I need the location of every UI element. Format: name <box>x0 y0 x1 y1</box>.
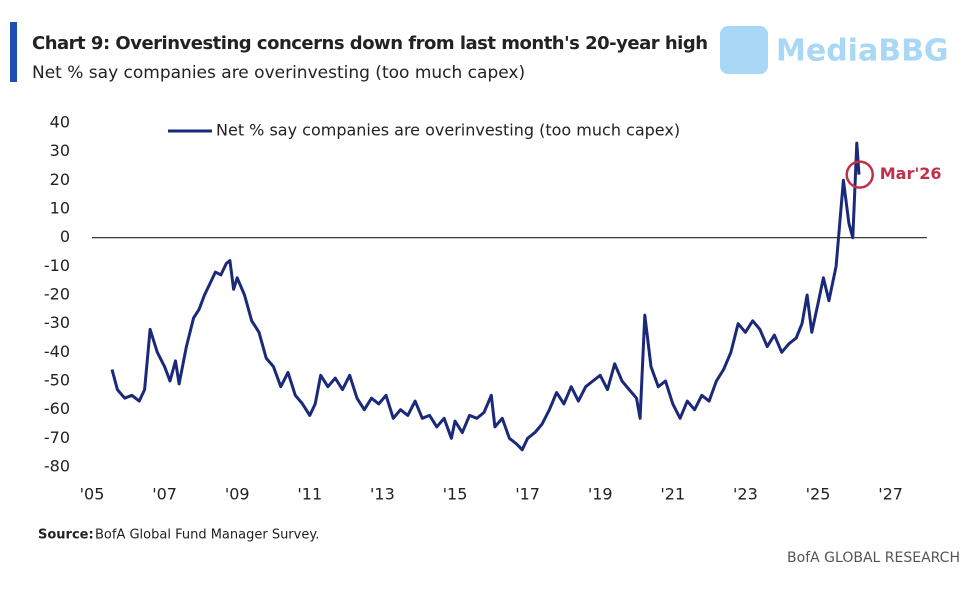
y-tick-label: 40 <box>50 113 70 132</box>
x-tick-label: '11 <box>297 485 322 504</box>
y-tick-label: -70 <box>44 428 70 447</box>
x-tick-label: '07 <box>152 485 177 504</box>
x-tick-label: '09 <box>225 485 250 504</box>
y-tick-label: -30 <box>44 313 70 332</box>
y-tick-label: 10 <box>50 199 70 218</box>
plot-area: -80 -70 -60 -50 -40 -30 -20 -10 0 10 20 30 40 '05 '07 '… <box>44 113 942 504</box>
y-tick-label: -80 <box>44 457 70 476</box>
chart-title: Chart 9: Overinvesting concerns down fro… <box>32 33 708 54</box>
y-tick-label: -10 <box>44 256 70 275</box>
x-tick-label: '25 <box>806 485 831 504</box>
y-tick-label: 30 <box>50 141 70 160</box>
footer: BofA GLOBAL RESEARCH <box>787 550 960 566</box>
y-tick-label: -40 <box>44 342 70 361</box>
x-tick-label: '19 <box>588 485 613 504</box>
source-label: Source: <box>38 528 94 543</box>
x-tick-label: '17 <box>515 485 540 504</box>
legend-label: Net % say companies are overinvesting (t… <box>216 121 680 140</box>
watermark-icon <box>720 26 768 74</box>
y-tick-label: -20 <box>44 285 70 304</box>
title-accent <box>10 22 17 82</box>
x-tick-label: '21 <box>660 485 685 504</box>
annotation-label: Mar'26 <box>880 164 942 183</box>
x-tick-label: '27 <box>878 485 903 504</box>
x-tick-label: '05 <box>80 485 105 504</box>
x-tick-label: '13 <box>370 485 395 504</box>
x-tick-label: '15 <box>443 485 468 504</box>
source: BofA Global Fund Manager Survey. <box>95 528 319 543</box>
y-tick-label: -50 <box>44 371 70 390</box>
x-tick-label: '23 <box>733 485 758 504</box>
chart-subtitle: Net % say companies are overinvesting (t… <box>32 63 525 83</box>
y-tick-label: 0 <box>60 227 70 246</box>
watermark: MediaBBG <box>776 34 949 69</box>
line-series <box>110 141 861 452</box>
annotation-circle <box>845 160 874 189</box>
y-tick-label: 20 <box>50 170 70 189</box>
y-tick-label: -60 <box>44 399 70 418</box>
